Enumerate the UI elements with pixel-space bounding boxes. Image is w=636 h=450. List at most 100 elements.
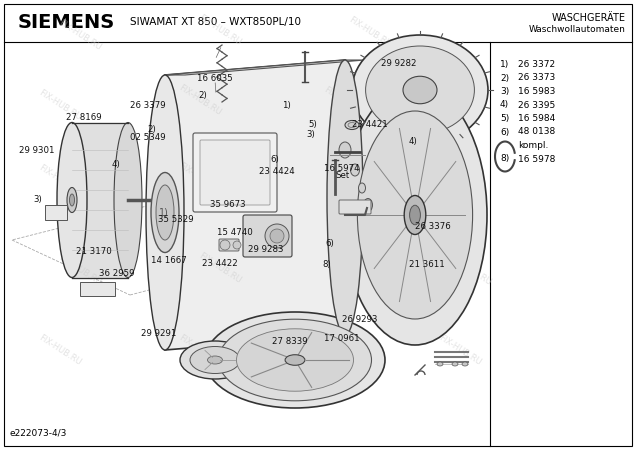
Text: FIX-HUB.RU: FIX-HUB.RU bbox=[57, 18, 103, 52]
Ellipse shape bbox=[345, 121, 359, 130]
Text: FIX-HUB.RU: FIX-HUB.RU bbox=[57, 253, 103, 287]
Text: 15 4740: 15 4740 bbox=[218, 228, 253, 237]
Text: FIX-HUB.RU: FIX-HUB.RU bbox=[322, 85, 368, 119]
Ellipse shape bbox=[265, 224, 289, 248]
Text: 3): 3) bbox=[33, 195, 42, 204]
Text: e222073-4/3: e222073-4/3 bbox=[10, 429, 67, 438]
Text: 35 5329: 35 5329 bbox=[158, 215, 193, 224]
Polygon shape bbox=[165, 60, 345, 350]
Ellipse shape bbox=[350, 164, 359, 176]
Text: 23 4421: 23 4421 bbox=[352, 120, 388, 129]
Text: 26 3373: 26 3373 bbox=[518, 73, 555, 82]
Text: 35 9673: 35 9673 bbox=[210, 200, 245, 209]
Text: FIX-HUB.RU: FIX-HUB.RU bbox=[437, 333, 483, 367]
Ellipse shape bbox=[339, 142, 351, 158]
Ellipse shape bbox=[146, 75, 184, 350]
Text: 8): 8) bbox=[500, 154, 509, 163]
Ellipse shape bbox=[352, 35, 488, 145]
Text: FIX-HUB.RU: FIX-HUB.RU bbox=[197, 13, 243, 47]
Text: SIEMENS: SIEMENS bbox=[18, 13, 115, 32]
Text: 6): 6) bbox=[326, 239, 335, 248]
Ellipse shape bbox=[180, 341, 250, 379]
Text: FIX-HUB.RU: FIX-HUB.RU bbox=[177, 161, 223, 195]
Text: FIX-HUB.RU: FIX-HUB.RU bbox=[322, 333, 368, 367]
Text: 27 8339: 27 8339 bbox=[272, 338, 308, 346]
Ellipse shape bbox=[366, 46, 474, 134]
Ellipse shape bbox=[462, 362, 468, 366]
Circle shape bbox=[233, 241, 241, 249]
Ellipse shape bbox=[237, 329, 354, 391]
Text: Waschwollautomaten: Waschwollautomaten bbox=[529, 26, 626, 35]
Ellipse shape bbox=[452, 362, 458, 366]
Ellipse shape bbox=[285, 355, 305, 365]
Ellipse shape bbox=[151, 172, 179, 252]
Text: 02 5349: 02 5349 bbox=[130, 133, 165, 142]
Text: FIX-HUB.RU: FIX-HUB.RU bbox=[322, 163, 368, 197]
Text: 5): 5) bbox=[308, 120, 317, 129]
Text: 16 5978: 16 5978 bbox=[518, 154, 555, 163]
Ellipse shape bbox=[357, 111, 473, 319]
Text: 3): 3) bbox=[307, 130, 315, 140]
Text: FIX-HUB.RU: FIX-HUB.RU bbox=[347, 253, 393, 287]
Text: FIX-HUB.RU: FIX-HUB.RU bbox=[432, 161, 478, 195]
Text: 2): 2) bbox=[147, 125, 156, 134]
Text: 26 3376: 26 3376 bbox=[415, 222, 450, 231]
Text: 16 5974: 16 5974 bbox=[324, 164, 360, 173]
Text: 16 5984: 16 5984 bbox=[518, 114, 555, 123]
Ellipse shape bbox=[403, 76, 437, 104]
Text: 17 0961: 17 0961 bbox=[324, 334, 360, 343]
Text: 4): 4) bbox=[500, 100, 509, 109]
Text: FIX-HUB.RU: FIX-HUB.RU bbox=[197, 251, 243, 285]
Text: 26 9293: 26 9293 bbox=[342, 315, 378, 324]
Ellipse shape bbox=[190, 346, 240, 374]
Text: 27 8169: 27 8169 bbox=[66, 113, 102, 122]
Text: 2): 2) bbox=[500, 73, 509, 82]
FancyBboxPatch shape bbox=[200, 140, 270, 205]
Text: 1): 1) bbox=[159, 207, 169, 217]
Ellipse shape bbox=[348, 122, 356, 127]
Ellipse shape bbox=[327, 60, 363, 335]
Text: 29 9301: 29 9301 bbox=[19, 146, 55, 155]
Text: FIX-HUB.RU: FIX-HUB.RU bbox=[37, 163, 83, 197]
Text: 6): 6) bbox=[270, 155, 279, 164]
FancyBboxPatch shape bbox=[219, 239, 239, 251]
Text: 16 6035: 16 6035 bbox=[197, 74, 233, 83]
FancyBboxPatch shape bbox=[243, 215, 292, 257]
Text: 21 3611: 21 3611 bbox=[409, 260, 445, 269]
Text: 29 9282: 29 9282 bbox=[381, 59, 417, 68]
Text: 14 1667: 14 1667 bbox=[151, 256, 187, 265]
Text: FIX-HUB.RU: FIX-HUB.RU bbox=[177, 83, 223, 117]
Bar bbox=[45, 205, 67, 220]
Text: 23 4422: 23 4422 bbox=[202, 259, 237, 268]
Polygon shape bbox=[165, 60, 365, 75]
Text: 2): 2) bbox=[198, 91, 207, 100]
Ellipse shape bbox=[343, 85, 487, 345]
Text: 1): 1) bbox=[500, 60, 509, 69]
Text: 3): 3) bbox=[500, 87, 509, 96]
Text: 5): 5) bbox=[500, 114, 509, 123]
Text: 26 3379: 26 3379 bbox=[130, 101, 165, 110]
FancyBboxPatch shape bbox=[193, 133, 277, 212]
Ellipse shape bbox=[359, 183, 366, 193]
Ellipse shape bbox=[207, 356, 223, 364]
Text: FIX-HUB.RU: FIX-HUB.RU bbox=[177, 333, 223, 367]
Text: FIX-HUB.RU: FIX-HUB.RU bbox=[432, 83, 478, 117]
Ellipse shape bbox=[205, 312, 385, 408]
Ellipse shape bbox=[69, 194, 74, 206]
Text: FIX-HUB.RU: FIX-HUB.RU bbox=[37, 88, 83, 122]
Text: Set: Set bbox=[335, 171, 349, 180]
Ellipse shape bbox=[364, 198, 373, 211]
Ellipse shape bbox=[156, 185, 174, 240]
Text: 6): 6) bbox=[500, 127, 509, 136]
Text: WASCHGERÄTE: WASCHGERÄTE bbox=[552, 13, 626, 23]
Bar bbox=[80, 282, 115, 296]
Text: 26 3395: 26 3395 bbox=[518, 100, 555, 109]
Text: FIX-HUB.RU: FIX-HUB.RU bbox=[447, 253, 493, 287]
Text: 29 9283: 29 9283 bbox=[248, 245, 284, 254]
Ellipse shape bbox=[57, 122, 87, 278]
Text: 36 2959: 36 2959 bbox=[99, 269, 135, 278]
Text: 23 4424: 23 4424 bbox=[259, 166, 295, 176]
Ellipse shape bbox=[410, 205, 420, 225]
Ellipse shape bbox=[270, 229, 284, 243]
Text: FIX-HUB.RU: FIX-HUB.RU bbox=[37, 333, 83, 367]
